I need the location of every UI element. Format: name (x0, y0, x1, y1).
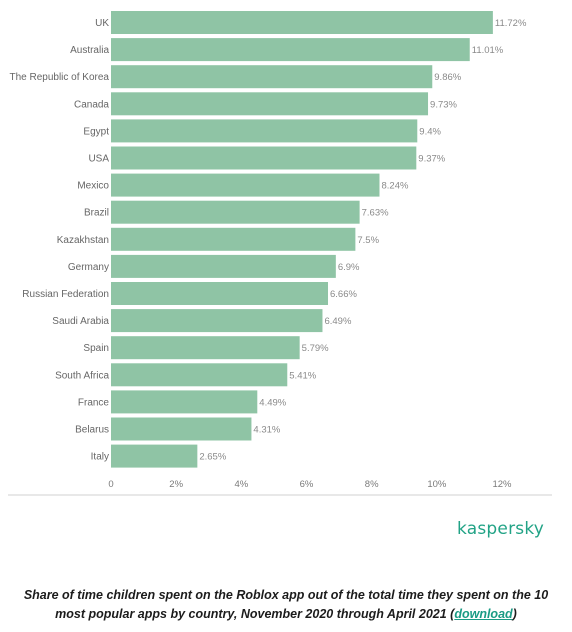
value-label-13: 5.41% (289, 370, 316, 381)
x-tick-label-2: 4% (234, 479, 248, 490)
value-label-14: 4.49% (259, 397, 286, 408)
category-label-9: Germany (68, 262, 109, 273)
x-tick-label-0: 0 (108, 479, 113, 490)
category-label-6: Mexico (77, 181, 109, 192)
category-label-1: Australia (70, 45, 109, 56)
value-label-12: 5.79% (302, 343, 329, 354)
value-label-4: 9.4% (419, 126, 441, 137)
category-label-10: Russian Federation (22, 289, 109, 300)
category-label-15: Belarus (75, 425, 109, 436)
bar-13 (111, 363, 288, 387)
bar-1 (111, 38, 470, 62)
value-label-2: 9.86% (434, 72, 461, 83)
chart-svg: UK 11.72% Australia 11.01% The Republic of K… (8, 11, 552, 496)
x-tick-label-4: 8% (365, 479, 379, 490)
download-link[interactable]: download (454, 607, 513, 621)
category-label-7: Brazil (84, 208, 109, 219)
chart-caption: Share of time children spent on the Robl… (10, 586, 562, 624)
category-label-8: Kazakhstan (57, 235, 109, 246)
category-label-12: Spain (83, 343, 109, 354)
value-label-5: 9.37% (418, 154, 445, 165)
category-label-13: South Africa (55, 370, 109, 381)
category-label-5: USA (88, 154, 109, 165)
category-label-0: UK (95, 18, 109, 29)
bar-7 (111, 200, 360, 224)
value-label-7: 7.63% (362, 208, 389, 219)
x-tick-label-5: 10% (427, 479, 447, 490)
bar-0 (111, 11, 493, 34)
caption-text: Share of time children spent on the Robl… (23, 588, 549, 621)
bar-16 (111, 444, 198, 468)
value-label-3: 9.73% (430, 99, 457, 110)
value-label-1: 11.01% (472, 45, 504, 56)
bar-8 (111, 227, 356, 251)
bar-10 (111, 282, 329, 305)
value-label-16: 2.65% (199, 452, 226, 463)
caption-suffix: ) (512, 607, 517, 621)
bar-3 (111, 92, 429, 116)
category-label-3: Canada (74, 99, 109, 110)
category-label-11: Saudi Arabia (52, 316, 109, 327)
bar-11 (111, 309, 323, 333)
x-tick-label-3: 6% (300, 479, 314, 490)
bar-14 (111, 390, 258, 414)
value-label-11: 6.49% (324, 316, 351, 327)
bar-6 (111, 173, 380, 197)
bar-5 (111, 146, 417, 170)
bar-15 (111, 417, 252, 441)
category-label-4: Egypt (83, 126, 109, 137)
bar-chart: UK 11.72% Australia 11.01% The Republic of K… (8, 11, 552, 496)
bar-2 (111, 65, 433, 89)
category-label-2: The Republic of Korea (9, 72, 109, 83)
value-label-8: 7.5% (357, 235, 379, 246)
kaspersky-logo: kaspersky (457, 519, 545, 539)
x-tick-label-6: 12% (492, 479, 512, 490)
category-label-16: Italy (91, 452, 109, 463)
value-label-9: 6.9% (338, 262, 360, 273)
value-label-0: 11.72% (495, 18, 527, 29)
value-label-10: 6.66% (330, 289, 357, 300)
category-label-14: France (78, 397, 110, 408)
bar-12 (111, 336, 300, 360)
bar-9 (111, 254, 336, 278)
bar-4 (111, 119, 418, 143)
x-tick-label-1: 2% (169, 479, 183, 490)
value-label-6: 8.24% (381, 181, 408, 192)
value-label-15: 4.31% (253, 425, 280, 436)
